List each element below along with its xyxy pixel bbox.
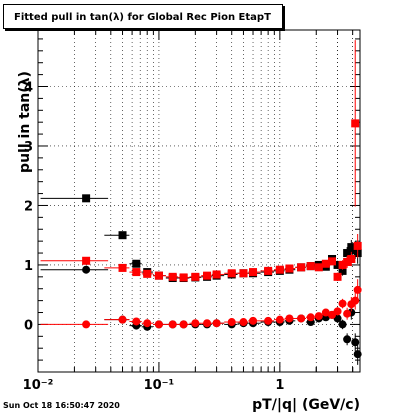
data-point-circle [353,350,362,359]
data-point-square [132,259,141,268]
data-point-circle [338,320,347,329]
data-point-circle [353,285,362,294]
data-point-square [132,268,141,277]
data-point-circle [191,319,200,328]
data-point-circle [343,335,352,344]
data-point-circle [333,307,342,316]
data-point-square [285,264,294,273]
data-point-circle [143,319,152,328]
data-point-circle [239,318,248,327]
data-point-square [343,249,352,258]
y-axis-label-box: pull in tan(λ) [10,71,33,173]
data-point-square [143,269,152,278]
data-point-square [321,259,330,268]
data-point-square [338,266,347,275]
data-point-circle [118,315,127,324]
data-point-square [306,262,315,271]
data-point-square [328,257,337,266]
data-point-circle [212,319,221,328]
y-tick-label: 4 [24,81,33,96]
data-point-square [191,272,200,281]
data-point-square [314,263,323,272]
chart-title: Fitted pull in tan(λ) for Global Rec Pio… [3,4,283,29]
y-axis-label: pull in tan(λ) [17,71,33,173]
data-point-circle [168,320,177,329]
x-axis-label: pT/|q| (GeV/c) [252,397,360,413]
data-point-square [264,266,273,275]
data-point-circle [203,319,212,328]
data-point-circle [314,312,323,321]
data-point-square [203,271,212,280]
data-point-square [353,241,362,250]
data-point-circle [264,316,273,325]
data-point-circle [82,265,91,274]
timestamp: Sun Oct 18 16:50:47 2020 [3,401,120,410]
data-point-square [179,273,188,282]
data-point-square [118,231,127,240]
data-point-circle [227,318,236,327]
data-point-square [343,257,352,266]
data-point-circle [154,320,163,329]
data-point-square [227,269,236,278]
data-point-square [82,256,91,265]
data-point-circle [321,308,330,317]
data-point-circle [297,314,306,323]
data-point-circle [275,315,284,324]
data-point-square [154,271,163,280]
x-tick-label: 10⁻² [23,378,54,393]
data-point-circle [82,320,91,329]
data-point-circle [343,309,352,318]
plot-frame [37,29,361,373]
data-point-square [249,268,258,277]
data-point-square [212,270,221,279]
y-tick-label: 3 [24,140,33,155]
data-point-square [82,194,91,203]
data-point-square [168,272,177,281]
data-point-square [297,263,306,272]
y-tick-label: 0 [24,318,33,333]
data-point-circle [306,313,315,322]
data-point-circle [132,317,141,326]
x-tick-label: 10⁻¹ [144,378,175,393]
y-tick-label: 1 [24,259,33,274]
data-point-square [275,265,284,274]
data-point-circle [249,316,258,325]
data-point-square [118,263,127,272]
data-point-circle [179,320,188,329]
y-tick-label: 2 [24,199,33,214]
data-point-square [351,119,360,128]
data-point-square [239,269,248,278]
data-point-square [338,260,347,269]
data-point-square [333,272,342,281]
x-tick-label: 1 [275,378,284,393]
data-point-square [347,254,356,263]
data-point-circle [285,314,294,323]
data-point-circle [338,299,347,308]
data-point-square [333,260,342,269]
